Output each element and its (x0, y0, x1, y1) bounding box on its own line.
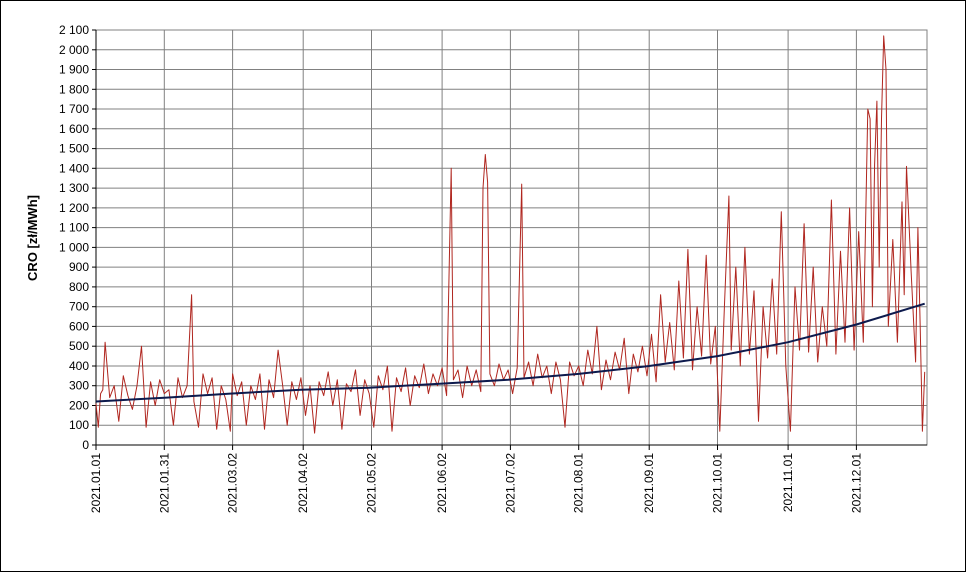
x-tick-label: 2021.06.02 (435, 453, 449, 513)
y-tick-label: 400 (69, 359, 89, 373)
series-group (95, 35, 926, 434)
x-tick-label: 2021.11.01 (781, 453, 795, 512)
x-tick-label: 2021.01.31 (157, 453, 171, 513)
x-tick-label: 2021.07.02 (503, 453, 517, 513)
y-tick-label: 200 (69, 399, 89, 413)
y-tick-label: 1 900 (59, 63, 89, 77)
y-axis-ticks: 0 100 200 300 400 500 600 700 800 900 1 000 1 100 1 … (59, 23, 97, 452)
y-tick-label: 2 000 (59, 43, 89, 57)
y-tick-label: 500 (69, 339, 89, 353)
x-tick-label: 2021.09.01 (642, 453, 656, 513)
plot-area (95, 29, 928, 446)
y-tick-label: 300 (69, 379, 89, 393)
y-tick-label: 1 600 (59, 122, 89, 136)
y-tick-label: 1 800 (59, 82, 89, 96)
x-tick-label: 2021.10.01 (711, 453, 725, 513)
x-tick-label: 2021.01.01 (89, 453, 103, 513)
y-tick-label: 1 400 (59, 161, 89, 175)
y-tick-label: 0 (82, 438, 89, 452)
x-tick-label: 2021.08.01 (572, 453, 586, 513)
trend-line (95, 302, 925, 403)
x-tick-label: 2021.05.02 (365, 453, 379, 513)
y-axis-label: CRO [zł/MWh] (25, 195, 40, 281)
y-tick-label: 600 (69, 319, 89, 333)
x-tick-label: 2021.04.02 (296, 453, 310, 513)
y-tick-label: 1 700 (59, 102, 89, 116)
y-tick-label: 100 (69, 418, 89, 432)
x-tick-label: 2021.12.01 (849, 453, 863, 513)
y-tick-label: 1 000 (59, 240, 89, 254)
y-tick-label: 1 200 (59, 201, 89, 215)
y-tick-label: 1 100 (59, 221, 89, 235)
y-tick-label: 900 (69, 260, 89, 274)
y-tick-label: 1 500 (59, 142, 89, 156)
y-tick-label: 2 100 (59, 23, 89, 37)
y-tick-label: 700 (69, 300, 89, 314)
x-tick-label: 2021.03.02 (226, 453, 240, 513)
y-tick-label: 1 300 (59, 181, 89, 195)
y-tick-label: 800 (69, 280, 89, 294)
x-axis-ticks: 2021.01.01 2021.01.31 2021.03.02 2021.04.02… (89, 444, 927, 513)
